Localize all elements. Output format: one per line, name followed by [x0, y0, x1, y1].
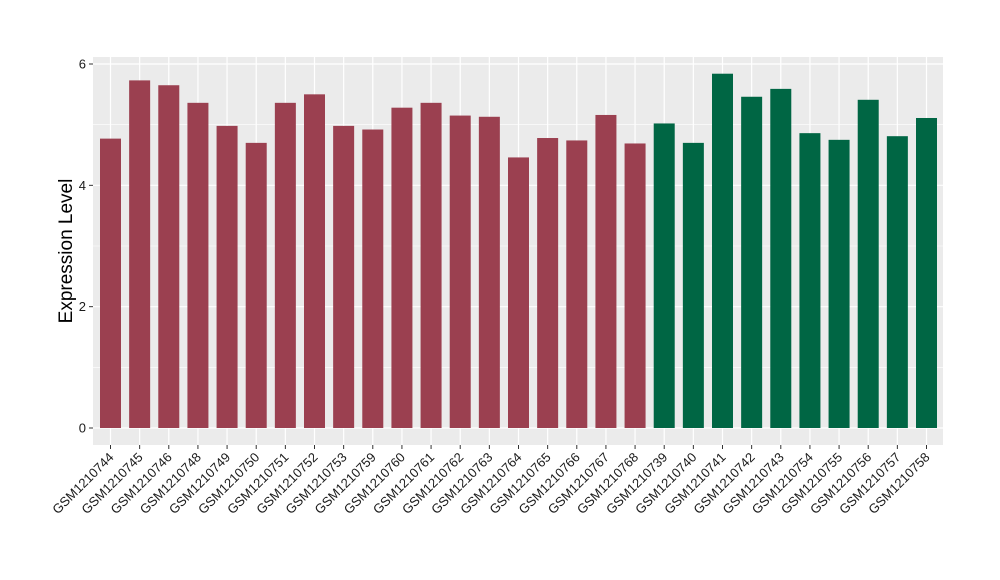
bar-GSM1210758	[916, 117, 937, 428]
y-tick-label: 4	[79, 178, 86, 193]
bar-GSM1210744	[100, 138, 121, 428]
bar-GSM1210756	[857, 99, 879, 428]
y-tick-label: 6	[79, 57, 86, 72]
bar-GSM1210761	[420, 102, 442, 429]
x-axis: GSM1210744GSM1210745GSM1210746GSM1210748…	[49, 445, 933, 517]
bar-GSM1210750	[245, 142, 267, 428]
bar-GSM1210745	[129, 80, 151, 428]
bar-GSM1210751	[274, 102, 296, 429]
bar-GSM1210740	[682, 142, 704, 428]
bar-GSM1210766	[566, 140, 588, 428]
bar-GSM1210743	[770, 88, 792, 428]
bar-GSM1210753	[333, 125, 355, 428]
bar-GSM1210742	[741, 96, 763, 428]
bar-GSM1210748	[187, 102, 209, 429]
bar-GSM1210768	[624, 143, 646, 428]
bar-GSM1210762	[449, 115, 471, 429]
bar-GSM1210759	[362, 129, 384, 428]
bar-GSM1210739	[653, 123, 675, 428]
bar-GSM1210763	[478, 116, 500, 428]
y-axis: 0 2 4 6	[79, 57, 93, 436]
bar-GSM1210757	[886, 136, 908, 428]
y-tick-label: 2	[79, 299, 86, 314]
y-axis-title: Expression Level	[56, 179, 77, 324]
bar-GSM1210752	[304, 94, 325, 428]
bar-GSM1210765	[537, 138, 559, 428]
bar-GSM1210754	[799, 133, 821, 428]
bar-GSM1210746	[158, 85, 180, 428]
bar-GSM1210764	[508, 157, 529, 428]
y-tick-label: 0	[79, 421, 86, 436]
bar-GSM1210741	[712, 73, 733, 428]
bar-GSM1210755	[828, 139, 850, 429]
bars	[100, 73, 937, 429]
bar-GSM1210749	[216, 125, 238, 428]
bar-GSM1210760	[391, 107, 413, 429]
bar-GSM1210767	[595, 114, 617, 429]
